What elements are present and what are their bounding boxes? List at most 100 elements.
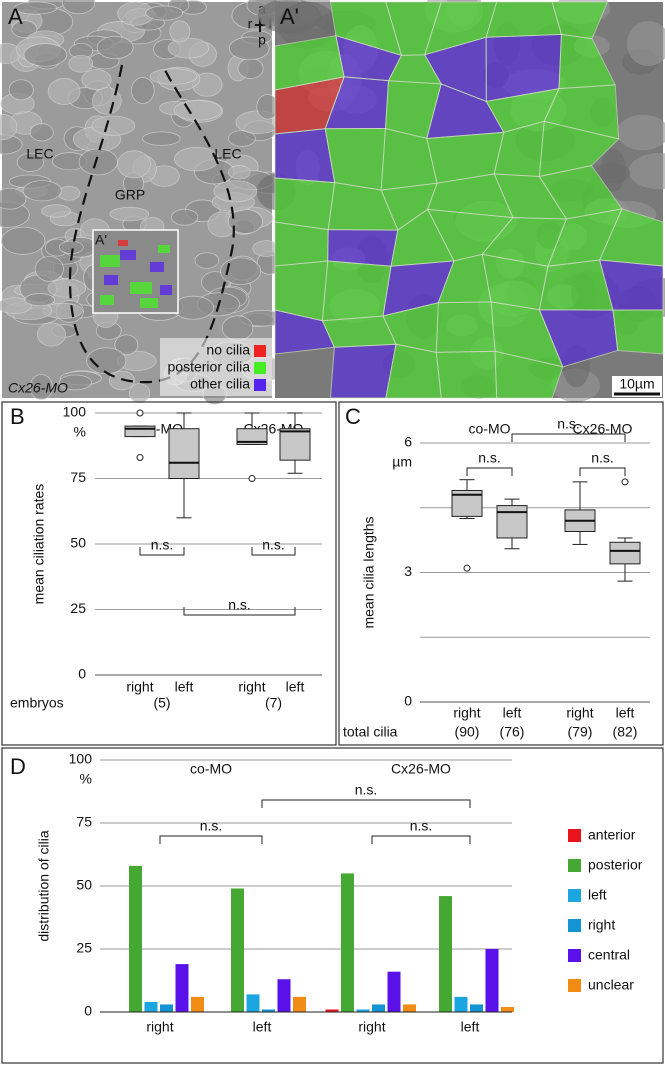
- box: [497, 506, 527, 538]
- y-tick-label: 0: [404, 693, 412, 709]
- x-tick-label: right: [238, 679, 265, 695]
- inset-cell: [100, 295, 114, 305]
- group-label: co-MO: [190, 761, 232, 777]
- cilia-cell: [275, 178, 335, 230]
- x-tick-label: left: [503, 705, 522, 721]
- y-tick-label: 75: [76, 814, 92, 830]
- cell-texture: [23, 181, 61, 201]
- cilia-cell: [436, 351, 496, 398]
- inset-cell: [104, 275, 118, 285]
- bar: [278, 979, 291, 1012]
- inset-cell: [100, 255, 120, 267]
- y-tick-label: 50: [70, 535, 86, 551]
- inset-cell: [158, 245, 170, 253]
- cell-texture: [129, 384, 149, 403]
- significance-bracket: [160, 836, 262, 844]
- cell-texture: [79, 149, 117, 175]
- significance-bracket: [580, 468, 625, 476]
- inset-cell: [140, 298, 158, 308]
- bar: [145, 1002, 158, 1012]
- cell-texture: [117, 151, 150, 178]
- bar: [403, 1004, 416, 1012]
- significance-label: n.s.: [410, 818, 433, 834]
- y-tick-label: 100: [63, 404, 87, 420]
- legend-swatch: [568, 979, 581, 992]
- cilia-cell: [613, 310, 663, 354]
- cell-texture: [97, 36, 133, 58]
- panel-label: C: [345, 404, 361, 429]
- legend-swatch: [254, 379, 266, 391]
- category-count: (90): [455, 724, 480, 740]
- significance-label: n.s.: [228, 597, 251, 613]
- panel-label: A': [280, 4, 299, 29]
- significance-label: n.s.: [200, 818, 223, 834]
- x-tick-label: left: [461, 1019, 480, 1035]
- cell-texture: [110, 207, 149, 221]
- category-count: (82): [613, 724, 638, 740]
- bar: [247, 994, 260, 1012]
- cilia-cell: [275, 129, 335, 183]
- bar: [160, 1004, 173, 1012]
- legend-label: no cilia: [206, 342, 250, 358]
- y-axis-label: mean ciliation rates: [31, 484, 47, 605]
- category-count: (79): [568, 724, 593, 740]
- outlier: [622, 479, 628, 485]
- legend-swatch: [568, 889, 581, 902]
- bar: [293, 997, 306, 1012]
- cilia-cell: [275, 222, 328, 266]
- legend-label: right: [588, 917, 615, 933]
- group-label: Cx26-MO: [391, 761, 451, 777]
- legend-label: central: [588, 947, 630, 963]
- x-row-label: total cilia: [343, 724, 398, 740]
- legend-swatch: [568, 859, 581, 872]
- inset-cell: [130, 282, 152, 294]
- inset-label: A': [95, 232, 107, 248]
- cell-texture: [168, 38, 209, 58]
- x-tick-label: left: [253, 1019, 272, 1035]
- cell-texture: [82, 70, 111, 90]
- bar: [388, 972, 401, 1012]
- bar: [486, 949, 499, 1012]
- cell-texture: [69, 55, 93, 72]
- cilia-cell: [386, 344, 441, 398]
- cell-texture: [92, 116, 135, 135]
- region-label: LEC: [26, 146, 53, 162]
- bar: [455, 997, 468, 1012]
- panel-frame: [339, 402, 663, 745]
- cell-texture: [150, 69, 197, 85]
- bar: [129, 866, 142, 1012]
- cell-texture: [173, 296, 214, 319]
- significance-bracket: [262, 800, 470, 808]
- cell-texture: [9, 80, 33, 100]
- inset-cell: [120, 250, 136, 260]
- legend-label: unclear: [588, 977, 634, 993]
- cell-texture: [1, 227, 45, 254]
- x-tick-label: right: [453, 705, 480, 721]
- cell-texture: [42, 205, 71, 217]
- legend-label: left: [588, 887, 607, 903]
- legend-label: posterior cilia: [168, 359, 251, 375]
- cell-texture: [24, 44, 67, 67]
- orientation-label: r: [248, 16, 253, 32]
- caption: Cx26-MO: [8, 380, 68, 396]
- y-axis-label: distribution of cilia: [36, 830, 52, 941]
- panel-frame: [2, 748, 663, 1063]
- region-label: LEC: [214, 146, 241, 162]
- cilia-cell: [330, 344, 396, 398]
- outlier: [249, 476, 255, 482]
- scale-bar-label: 10µm: [619, 376, 654, 392]
- y-tick-label: 50: [76, 877, 92, 893]
- significance-label: n.s.: [151, 537, 174, 553]
- x-tick-label: left: [286, 679, 305, 695]
- x-tick-label: left: [616, 705, 635, 721]
- significance-label: n.s.: [262, 537, 285, 553]
- inset-cell: [160, 285, 172, 295]
- box: [125, 426, 155, 436]
- legend-swatch: [568, 919, 581, 932]
- x-tick-label: right: [566, 705, 593, 721]
- y-tick-label: 0: [78, 666, 86, 682]
- legend-label: anterior: [588, 827, 636, 843]
- legend-swatch: [254, 362, 266, 374]
- inset-cell: [118, 240, 128, 246]
- cilia-cell: [486, 2, 561, 37]
